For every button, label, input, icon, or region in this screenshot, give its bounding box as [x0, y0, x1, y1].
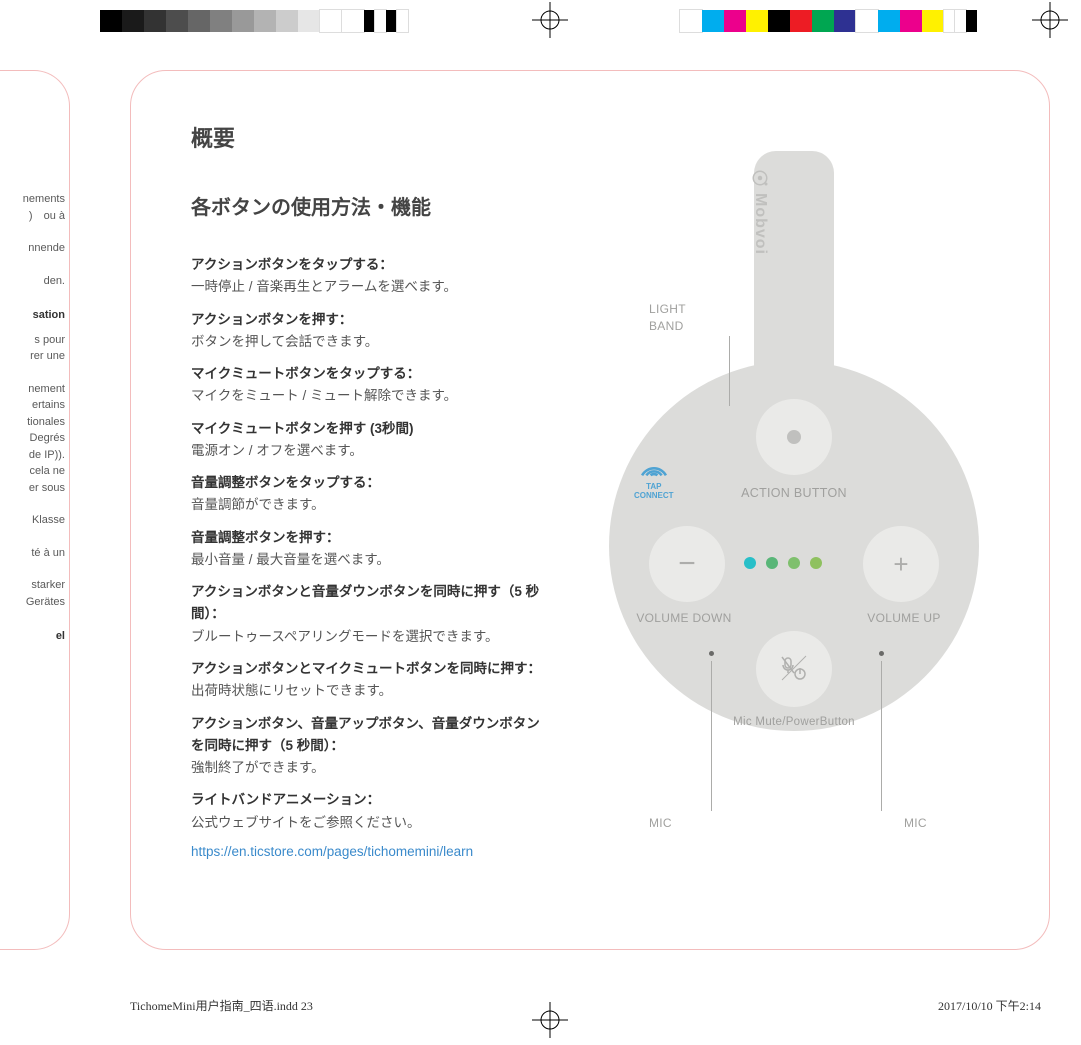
instruction-item: アクションボタンとマイクミュートボタンを同時に押す： 出荷時状態にリセットできま… [191, 658, 551, 703]
brand-logo: Mobvoi [751, 169, 769, 255]
instruction-item: アクションボタンと音量ダウンボタンを同時に押す（5 秒間）：ブルートゥースペアリ… [191, 581, 551, 648]
prev-page-fragment: den. [0, 273, 69, 290]
prev-page-fragment: s pour rer une [0, 332, 69, 365]
timestamp: 2017/10/10 下午2:14 [938, 997, 1041, 1014]
callout-line [729, 336, 730, 406]
led-dot [810, 557, 822, 569]
instruction-item: マイクミュートボタンを押す (3秒間)電源オン / オフを選べます。 [191, 418, 551, 463]
instruction-item: マイクミュートボタンをタップする：マイクをミュート / ミュート解除できます。 [191, 363, 551, 408]
brand-logo-text: Mobvoi [751, 193, 769, 255]
led-dot [788, 557, 800, 569]
mic-label-right: MIC [904, 816, 927, 830]
led-indicators [744, 557, 822, 569]
minus-icon: − [678, 547, 696, 581]
action-button-label: ACTION BUTTON [729, 486, 859, 500]
registration-colorbar-left [100, 10, 408, 32]
led-dot [766, 557, 778, 569]
prev-page-fragment: té à un [0, 545, 69, 562]
prev-page-fragment: starker Gerätes [0, 577, 69, 610]
previous-page-peek: nements ) ou à nnende den. sation s pour rer… [0, 70, 70, 950]
prev-page-fragment: Klasse [0, 512, 69, 529]
mic-hole-left [709, 651, 714, 656]
page-title: 概要 [191, 121, 1009, 153]
prev-page-fragment: sation [0, 307, 69, 324]
volume-up-label: VOLUME UP [839, 611, 969, 625]
instruction-item: 音量調整ボタンを押す：最小音量 / 最大音量を選べます。 [191, 527, 551, 572]
manual-page: 概要 各ボタンの使用方法・機能 アクションボタンをタップする：一時停止 / 音楽… [130, 70, 1050, 950]
instruction-item: アクションボタンをタップする：一時停止 / 音楽再生とアラームを選べます。 [191, 254, 551, 299]
device-diagram: Mobvoi LIGHT BAND TAP CONNECT ACTION BUT… [579, 151, 1009, 831]
prev-page-fragment: nement ertains tionales Degrés de IP)). … [0, 381, 69, 497]
callout-line [881, 661, 882, 811]
mute-power-icon [779, 654, 809, 684]
registration-mark-corner [1030, 0, 1070, 40]
callout-line [711, 661, 712, 811]
prev-page-fragment: nements ) ou à [0, 191, 69, 224]
light-band-label: LIGHT BAND [649, 301, 709, 335]
tap-connect-text2: CONNECT [634, 492, 674, 501]
instruction-item: ライトバンドアニメーション：公式ウェブサイトをご参照ください。 [191, 789, 551, 834]
registration-mark-top [530, 0, 570, 40]
plus-icon: + [893, 549, 908, 580]
tap-connect-icon: TAP CONNECT [634, 451, 674, 501]
learn-more-link[interactable]: https://en.ticstore.com/pages/tichomemin… [191, 844, 1009, 859]
volume-down-button: − [649, 526, 725, 602]
indesign-slug: TichomeMini用户指南_四语.indd 23 2017/10/10 下午… [130, 997, 1041, 1014]
prev-page-fragment: el [0, 628, 69, 645]
instruction-item: アクションボタン、音量アップボタン、音量ダウンボタンを同時に押す（5 秒間）：強… [191, 713, 551, 780]
mic-label-left: MIC [649, 816, 672, 830]
filename: TichomeMini用户指南_四语.indd 23 [130, 997, 313, 1014]
instruction-item: アクションボタンを押す：ボタンを押して会話できます。 [191, 309, 551, 354]
prev-page-fragment: nnende [0, 240, 69, 257]
instruction-item: 音量調整ボタンをタップする：音量調節ができます。 [191, 472, 551, 517]
volume-up-button: + [863, 526, 939, 602]
volume-down-label: VOLUME DOWN [619, 611, 749, 625]
mic-hole-right [879, 651, 884, 656]
mic-mute-label: Mic Mute/PowerButton [689, 716, 899, 728]
led-dot [744, 557, 756, 569]
registration-colorbar-right [680, 10, 977, 32]
action-button [756, 399, 832, 475]
mic-mute-power-button [756, 631, 832, 707]
